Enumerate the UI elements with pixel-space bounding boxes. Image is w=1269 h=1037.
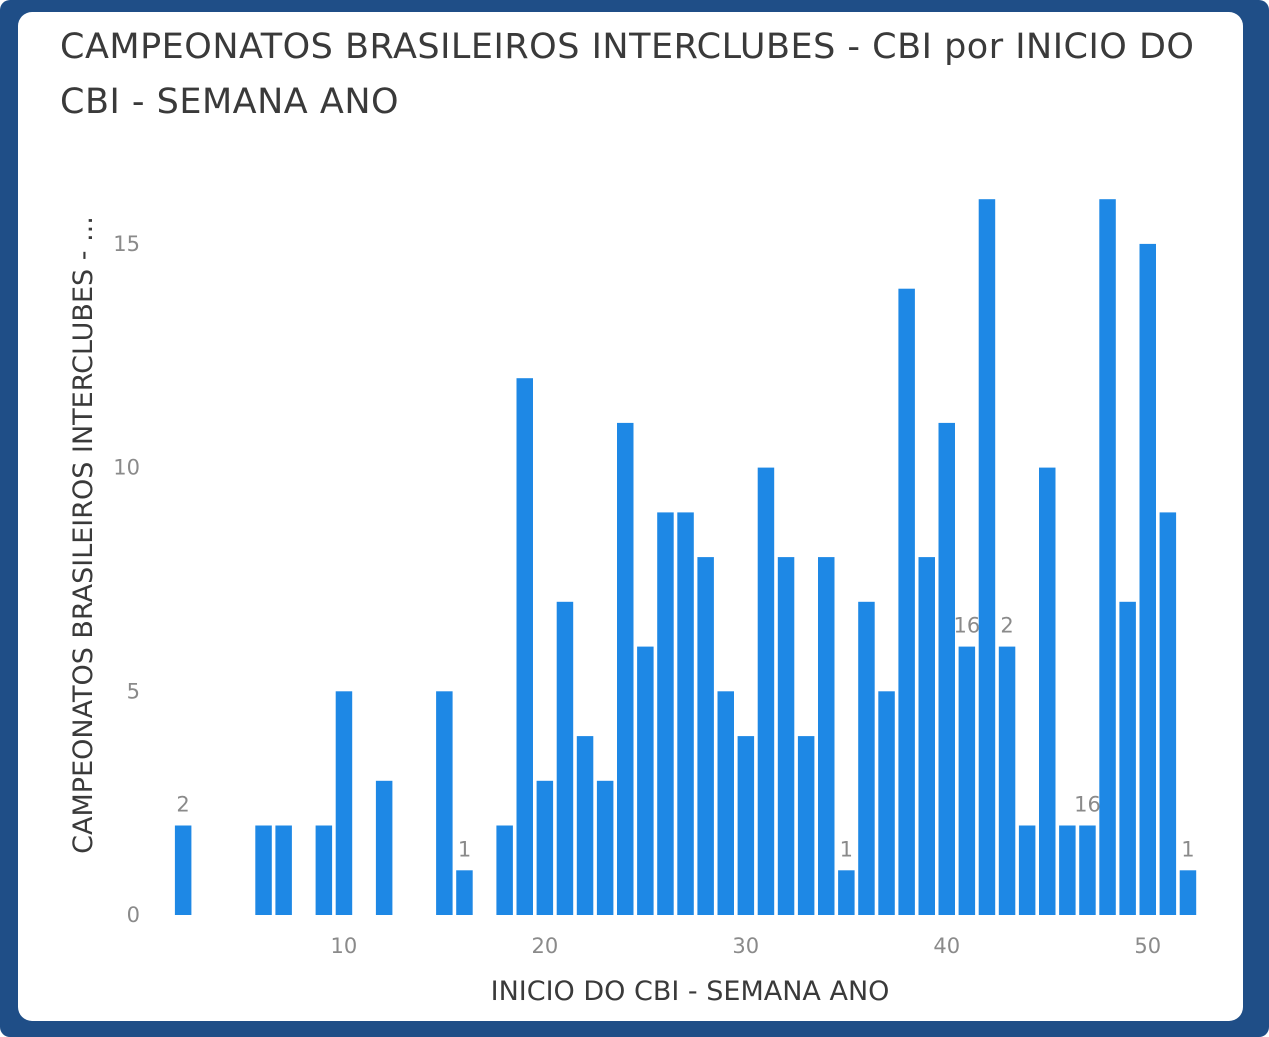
- x-tick-label: 10: [331, 934, 358, 958]
- x-tick-label: 50: [1134, 934, 1161, 958]
- bar-week-24[interactable]: [617, 422, 634, 915]
- bar-week-42[interactable]: [978, 199, 996, 915]
- bar-week-19[interactable]: [516, 378, 534, 915]
- y-axis-title: CAMPEONATOS BRASILEIROS INTERCLUBES - ..…: [68, 216, 99, 854]
- bar-week-30[interactable]: [737, 736, 755, 915]
- x-axis-ticks: 10 20 30 40 50: [331, 934, 1162, 958]
- bar-week-37[interactable]: [878, 691, 895, 915]
- bar-week-7[interactable]: [275, 825, 292, 916]
- data-label: 16: [1074, 793, 1101, 817]
- bar-week-27[interactable]: [677, 512, 694, 915]
- bars-group: [174, 199, 1197, 916]
- bar-week-51[interactable]: [1159, 512, 1177, 915]
- bar-week-47[interactable]: [1079, 825, 1096, 916]
- x-axis-title: INICIO DO CBI - SEMANA ANO: [491, 976, 890, 1007]
- bar-week-25[interactable]: [637, 646, 654, 915]
- bar-week-32[interactable]: [777, 557, 795, 915]
- bar-week-22[interactable]: [576, 736, 594, 915]
- bar-week-45[interactable]: [1039, 467, 1056, 915]
- bar-week-34[interactable]: [818, 557, 835, 915]
- data-label: 2: [176, 793, 189, 817]
- bar-week-41[interactable]: [958, 646, 976, 915]
- bar-week-15[interactable]: [436, 691, 453, 915]
- data-label: 1: [1181, 837, 1194, 861]
- y-axis-ticks: 0 5 10 15: [113, 232, 140, 927]
- bar-week-39[interactable]: [918, 557, 936, 915]
- data-label: 16: [954, 614, 981, 638]
- bar-week-38[interactable]: [898, 288, 915, 915]
- data-label: 2: [1000, 614, 1013, 638]
- bar-week-40[interactable]: [938, 422, 956, 915]
- y-tick-label: 15: [113, 232, 140, 256]
- data-labels-group: 2 1 1 2 16 16 1: [176, 614, 1194, 862]
- bar-week-50[interactable]: [1139, 243, 1157, 915]
- x-tick-label: 20: [532, 934, 559, 958]
- y-tick-label: 5: [127, 679, 140, 703]
- bar-week-28[interactable]: [697, 557, 714, 915]
- bar-week-48[interactable]: [1099, 199, 1116, 915]
- bar-week-16[interactable]: [456, 870, 473, 915]
- bar-week-44[interactable]: [1018, 825, 1036, 916]
- bar-week-18[interactable]: [496, 825, 513, 916]
- data-label: 1: [840, 837, 853, 861]
- bar-week-9[interactable]: [315, 825, 333, 916]
- bar-week-43[interactable]: [998, 646, 1016, 915]
- bar-week-26[interactable]: [657, 512, 674, 915]
- y-tick-label: 0: [127, 903, 140, 927]
- bar-week-20[interactable]: [536, 780, 554, 915]
- bar-week-10[interactable]: [335, 691, 353, 915]
- bar-week-49[interactable]: [1119, 601, 1136, 915]
- bar-week-52[interactable]: [1179, 870, 1197, 915]
- bar-week-31[interactable]: [757, 467, 775, 915]
- bar-week-12[interactable]: [375, 780, 393, 915]
- x-tick-label: 40: [933, 934, 960, 958]
- chart-title: CAMPEONATOS BRASILEIROS INTERCLUBES - CB…: [60, 27, 1195, 122]
- bar-week-21[interactable]: [556, 601, 574, 915]
- bar-week-29[interactable]: [717, 691, 735, 915]
- bar-week-6[interactable]: [255, 825, 272, 916]
- bar-week-2[interactable]: [174, 825, 192, 916]
- data-label: 1: [458, 837, 471, 861]
- bar-week-23[interactable]: [596, 780, 614, 915]
- x-tick-label: 30: [732, 934, 759, 958]
- bar-week-36[interactable]: [858, 601, 875, 915]
- y-tick-label: 10: [113, 456, 140, 480]
- bar-week-33[interactable]: [797, 736, 815, 915]
- bar-week-35[interactable]: [838, 870, 855, 915]
- bar-week-46[interactable]: [1059, 825, 1076, 916]
